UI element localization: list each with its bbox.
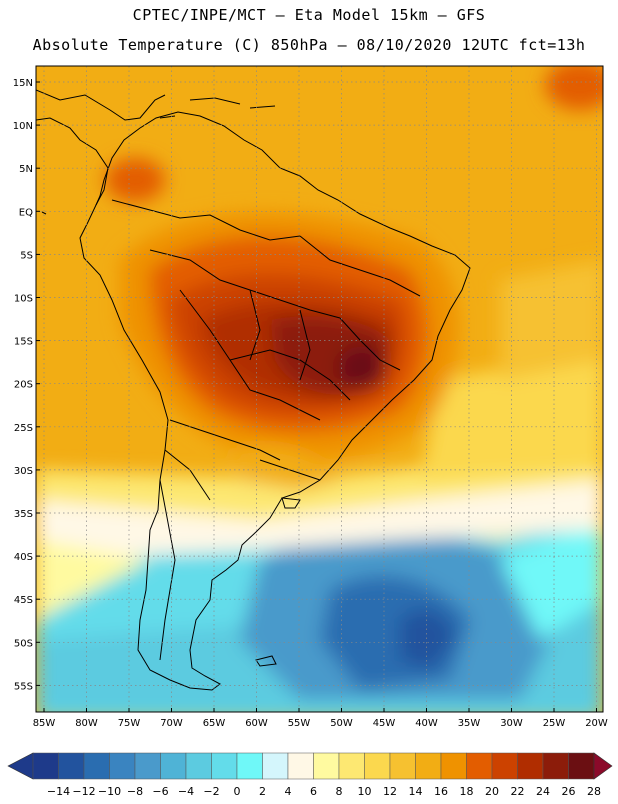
colorbar-swatch bbox=[517, 752, 544, 780]
colorbar-swatch bbox=[185, 752, 212, 780]
lon-label: 40W bbox=[415, 718, 438, 729]
colorbar-swatch bbox=[58, 752, 85, 780]
colorbar-swatch bbox=[109, 752, 136, 780]
coastlines-and-borders bbox=[36, 89, 471, 691]
colorbar-label: 16 bbox=[434, 785, 448, 798]
graticule bbox=[36, 66, 603, 712]
colorbar-swatch bbox=[160, 752, 187, 780]
colorbar-label: 10 bbox=[358, 785, 372, 798]
lat-label: 15N bbox=[13, 78, 33, 89]
colorbar-label: −4 bbox=[178, 785, 194, 798]
colorbar-label: −8 bbox=[127, 785, 143, 798]
lat-label: 15S bbox=[14, 337, 33, 348]
colorbar-label: 12 bbox=[383, 785, 397, 798]
lon-label: 35W bbox=[458, 718, 481, 729]
lon-label: 50W bbox=[330, 718, 353, 729]
colorbar-label: −10 bbox=[98, 785, 121, 798]
colorbar-label: −12 bbox=[72, 785, 95, 798]
colorbar-label: −6 bbox=[152, 785, 168, 798]
colorbar-arrow-high bbox=[593, 752, 613, 780]
colorbar-label: 0 bbox=[234, 785, 241, 798]
colorbar-label: −14 bbox=[47, 785, 70, 798]
lon-label: 65W bbox=[203, 718, 226, 729]
colorbar-label: 4 bbox=[285, 785, 292, 798]
colorbar-label: 24 bbox=[536, 785, 550, 798]
colorbar-swatch bbox=[83, 752, 110, 780]
temperature-field bbox=[36, 66, 603, 712]
lat-label: 10S bbox=[14, 294, 33, 305]
colorbar-swatch bbox=[211, 752, 238, 780]
colorbar-label: 18 bbox=[460, 785, 474, 798]
map-frame bbox=[35, 65, 604, 713]
colorbar-swatch bbox=[134, 752, 161, 780]
lon-label: 60W bbox=[245, 718, 268, 729]
colorbar-swatch bbox=[389, 752, 416, 780]
colorbar-swatch bbox=[440, 752, 467, 780]
colorbar-label: −2 bbox=[203, 785, 219, 798]
colorbar-swatch bbox=[568, 752, 595, 780]
lat-label: 25S bbox=[14, 423, 33, 434]
colorbar-label: 22 bbox=[511, 785, 525, 798]
colorbar-swatch bbox=[262, 752, 289, 780]
colorbar: −14 −12 −10 −8 −6 −4 −2 0 2 4 6 8 10 12 14 16 18 20 22 24 26… bbox=[7, 752, 613, 798]
lat-label: 5N bbox=[19, 164, 33, 175]
colorbar-swatch bbox=[32, 752, 59, 780]
lat-label: 5S bbox=[20, 250, 33, 261]
lat-label: 40S bbox=[14, 552, 33, 563]
lon-label: 70W bbox=[160, 718, 183, 729]
colorbar-label: 28 bbox=[587, 785, 601, 798]
lon-label: 25W bbox=[543, 718, 566, 729]
lat-label: 50S bbox=[14, 638, 33, 649]
lon-label: 80W bbox=[75, 718, 98, 729]
colorbar-label: 2 bbox=[259, 785, 266, 798]
lat-label: 30S bbox=[14, 466, 33, 477]
lat-label: 10N bbox=[13, 121, 33, 132]
colorbar-label: 14 bbox=[409, 785, 423, 798]
latitude-axis: 15N 10N 5N EQ 5S 10S 15S 20S 25S 30S 35S 40S 45S 50S 5… bbox=[13, 78, 40, 692]
colorbar-swatch bbox=[287, 752, 314, 780]
lat-label: 35S bbox=[14, 509, 33, 520]
lon-label: 45W bbox=[373, 718, 396, 729]
colorbar-swatch bbox=[313, 752, 340, 780]
lon-label: 55W bbox=[288, 718, 311, 729]
colorbar-swatch bbox=[466, 752, 493, 780]
colorbar-swatch bbox=[364, 752, 391, 780]
title-line-1: CPTEC/INPE/MCT – Eta Model 15km – GFS bbox=[132, 6, 486, 24]
lat-label: 45S bbox=[14, 595, 33, 606]
lon-label: 85W bbox=[33, 718, 56, 729]
colorbar-swatch bbox=[236, 752, 263, 780]
colorbar-swatch bbox=[338, 752, 365, 780]
colorbar-swatch bbox=[542, 752, 569, 780]
lon-label: 75W bbox=[118, 718, 141, 729]
lat-label: EQ bbox=[19, 207, 33, 218]
title-line-2: Absolute Temperature (C) 850hPa – 08/10/… bbox=[32, 36, 586, 54]
colorbar-label: 6 bbox=[310, 785, 317, 798]
colorbar-label: 8 bbox=[336, 785, 343, 798]
lat-label: 20S bbox=[14, 380, 33, 391]
colorbar-arrow-low bbox=[7, 752, 34, 780]
colorbar-swatch bbox=[415, 752, 442, 780]
longitude-axis: 85W 80W 75W 70W 65W 60W 55W 50W 45W 40W 35W 30W 25W 2… bbox=[33, 708, 608, 729]
colorbar-label: 26 bbox=[562, 785, 576, 798]
lat-label: 55S bbox=[14, 681, 33, 692]
colorbar-label: 20 bbox=[485, 785, 499, 798]
lon-label: 30W bbox=[500, 718, 523, 729]
lon-label: 20W bbox=[585, 718, 608, 729]
colorbar-swatch bbox=[491, 752, 518, 780]
